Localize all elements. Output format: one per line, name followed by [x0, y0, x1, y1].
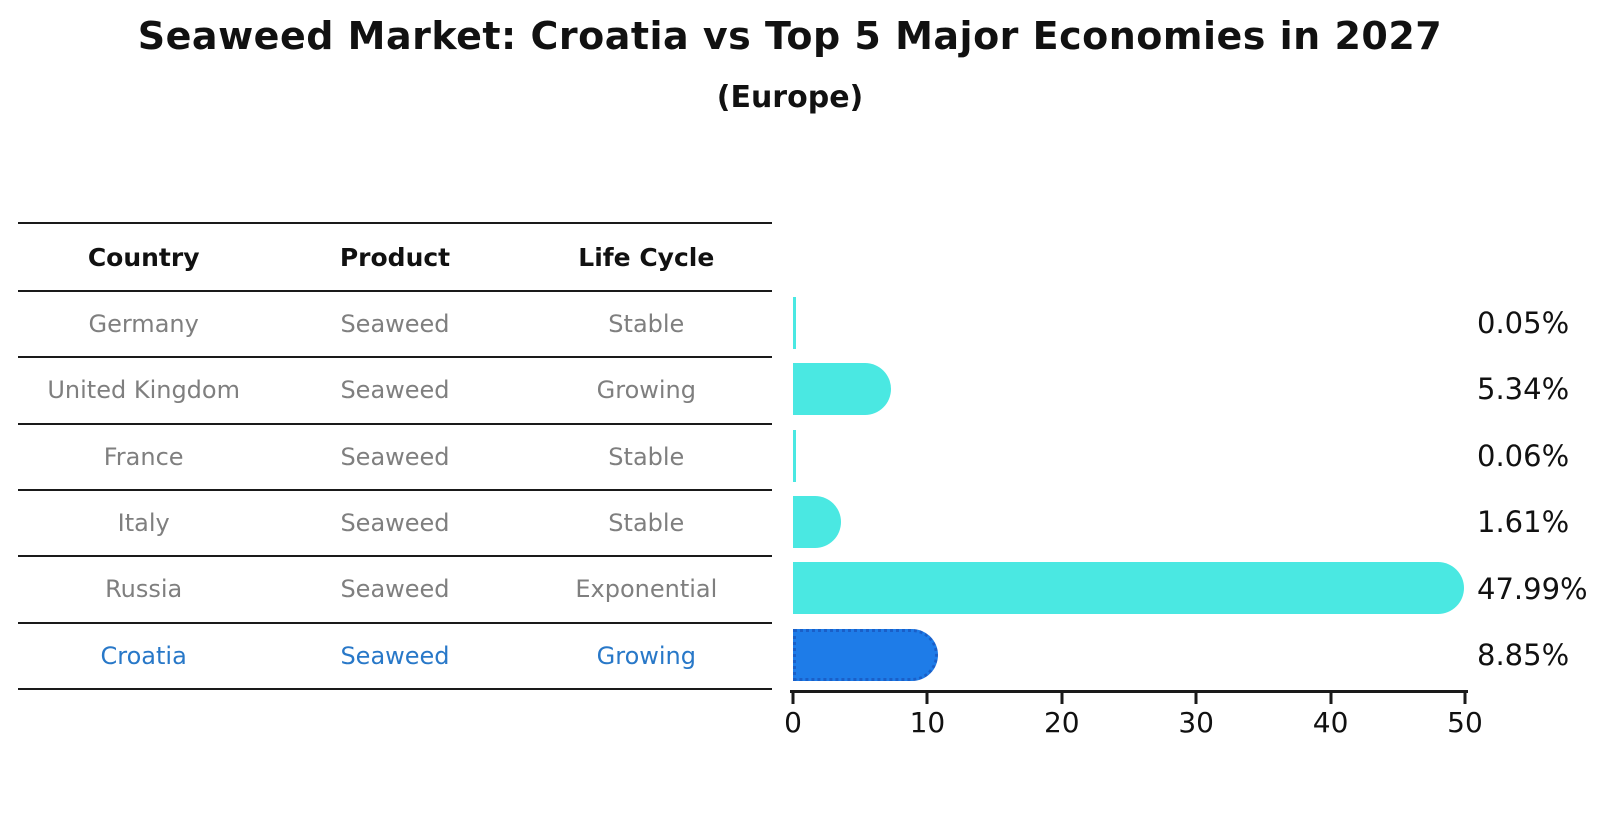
x-axis-ticks: 0 10 20 30 40 50: [784, 690, 1483, 750]
tick-label: 20: [1043, 706, 1080, 739]
bar-united-kingdom: [793, 363, 891, 416]
bar-row-croatia: [793, 622, 1465, 688]
chart-title: Seaweed Market: Croatia vs Top 5 Major E…: [137, 14, 1443, 58]
cell-lifecycle: Growing: [596, 376, 696, 405]
tick-label: 0: [784, 706, 802, 739]
value-label-germany: 0.05%: [1477, 306, 1570, 340]
cell-lifecycle: Stable: [608, 442, 685, 471]
tick-label: 10: [909, 706, 946, 739]
bar-row-france: [793, 423, 1465, 489]
cell-product: Seaweed: [340, 310, 450, 339]
table-row-italy: Italy Seaweed Stable: [18, 491, 772, 558]
column-header-product: Product: [339, 242, 451, 272]
country-table: Country Product Life Cycle Germany Seawe…: [18, 222, 772, 690]
value-label-russia: 47.99%: [1477, 572, 1588, 606]
tick-mark: [1194, 693, 1198, 704]
cell-product: Seaweed: [340, 442, 450, 471]
bar-row-russia: [793, 555, 1465, 621]
cell-product: Seaweed: [340, 641, 450, 670]
tick-label: 40: [1312, 706, 1349, 739]
table-row-france: France Seaweed Stable: [18, 425, 772, 491]
bar-russia: [793, 562, 1464, 615]
tick-label: 50: [1447, 706, 1483, 739]
cell-lifecycle: Stable: [608, 310, 685, 339]
cell-lifecycle: Exponential: [575, 575, 718, 604]
value-label-france: 0.06%: [1477, 439, 1570, 473]
table-row-united-kingdom: United Kingdom Seaweed Growing: [18, 358, 772, 425]
cell-country: United Kingdom: [47, 376, 240, 405]
column-header-country: Country: [87, 242, 200, 272]
cell-product: Seaweed: [340, 509, 450, 538]
cell-country: Italy: [117, 509, 170, 538]
cell-product: Seaweed: [340, 376, 450, 405]
cell-country: Russia: [105, 575, 183, 604]
bar-germany: [793, 297, 796, 349]
table-header-row: Country Product Life Cycle: [18, 224, 772, 292]
bar-chart-plot-area: [793, 290, 1465, 688]
tick-mark: [791, 693, 795, 704]
bar-row-italy: [793, 489, 1465, 555]
tick-mark: [925, 693, 929, 704]
cell-country: Germany: [88, 310, 199, 339]
value-label-italy: 1.61%: [1477, 505, 1570, 539]
cell-lifecycle: Growing: [596, 641, 696, 670]
cell-country: Croatia: [100, 641, 187, 670]
cell-country: France: [103, 442, 184, 471]
tick-label: 30: [1178, 706, 1215, 739]
tick-mark: [1463, 693, 1467, 704]
table-row-germany: Germany Seaweed Stable: [18, 292, 772, 359]
column-header-lifecycle: Life Cycle: [578, 242, 715, 272]
table-row-russia: Russia Seaweed Exponential: [18, 557, 772, 624]
value-label-united-kingdom: 5.34%: [1477, 372, 1570, 406]
x-axis-line: [790, 690, 1468, 693]
cell-lifecycle: Stable: [608, 509, 685, 538]
value-label-croatia: 8.85%: [1477, 638, 1570, 672]
tick-mark: [1060, 693, 1064, 704]
bar-row-germany: [793, 290, 1465, 356]
bar-italy: [793, 495, 841, 548]
bar-row-united-kingdom: [793, 356, 1465, 422]
tick-mark: [1329, 693, 1333, 704]
table-row-croatia: Croatia Seaweed Growing: [18, 624, 772, 690]
bar-croatia-highlighted: [793, 628, 938, 681]
cell-product: Seaweed: [340, 575, 450, 604]
bar-france: [793, 429, 796, 482]
chart-subtitle: (Europe): [716, 80, 864, 115]
